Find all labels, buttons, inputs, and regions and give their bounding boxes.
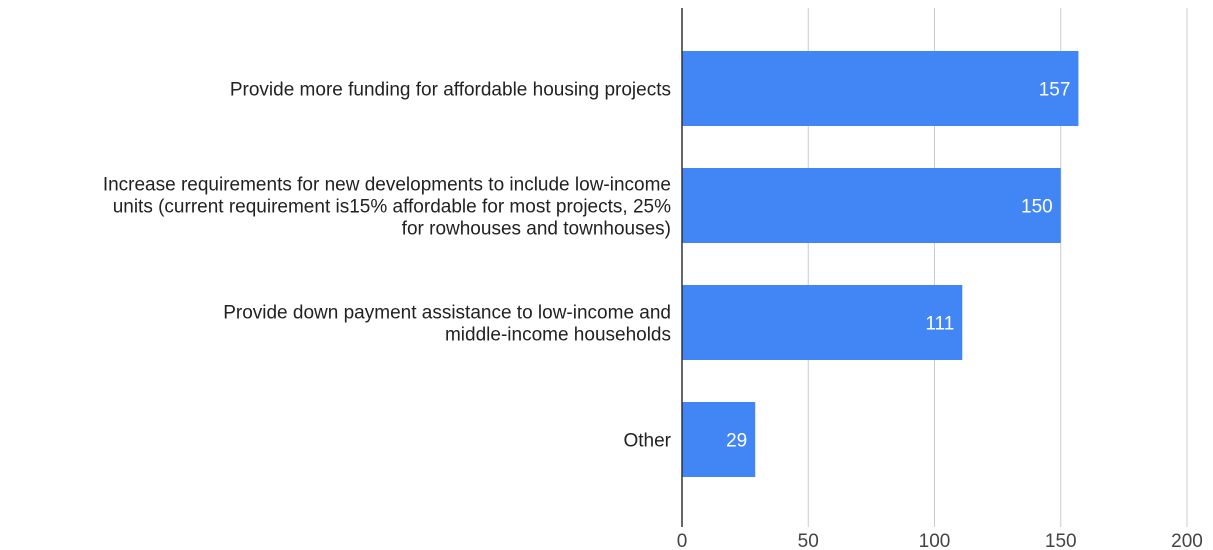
x-tick-label-200: 200 [1171,531,1203,550]
x-tick-label-100: 100 [919,531,951,550]
category-label-line: units (current requirement is15% afforda… [113,197,671,218]
category-label-line: Provide down payment assistance to low-i… [223,303,671,324]
data-label-1: 150 [1021,197,1053,218]
bar-0 [682,51,1078,126]
category-label-line: Provide more funding for affordable hous… [230,80,671,101]
category-labels: Provide more funding for affordable hous… [103,80,672,452]
data-label-0: 157 [1039,80,1071,101]
bars [682,51,1078,477]
data-labels: 157 150 111 29 [726,80,1070,452]
x-tick-label-50: 50 [798,531,819,550]
category-label-line: Other [623,431,671,452]
category-label-2: Provide down payment assistance to low-i… [223,303,671,346]
category-label-line: for rowhouses and townhouses) [402,219,671,240]
category-label-0: Provide more funding for affordable hous… [230,80,671,101]
category-label-line: middle-income households [445,325,671,346]
x-tick-label-0: 0 [677,531,688,550]
category-label-line: Increase requirements for new developmen… [103,175,671,196]
data-label-2: 111 [925,314,954,335]
category-label-1: Increase requirements for new developmen… [103,175,671,240]
data-label-3: 29 [726,431,747,452]
bar-1 [682,168,1061,243]
x-tick-label-150: 150 [1045,531,1077,550]
x-tick-labels: 0 50 100 150 200 [677,531,1203,550]
bar-2 [682,285,962,360]
category-label-3: Other [623,431,671,452]
